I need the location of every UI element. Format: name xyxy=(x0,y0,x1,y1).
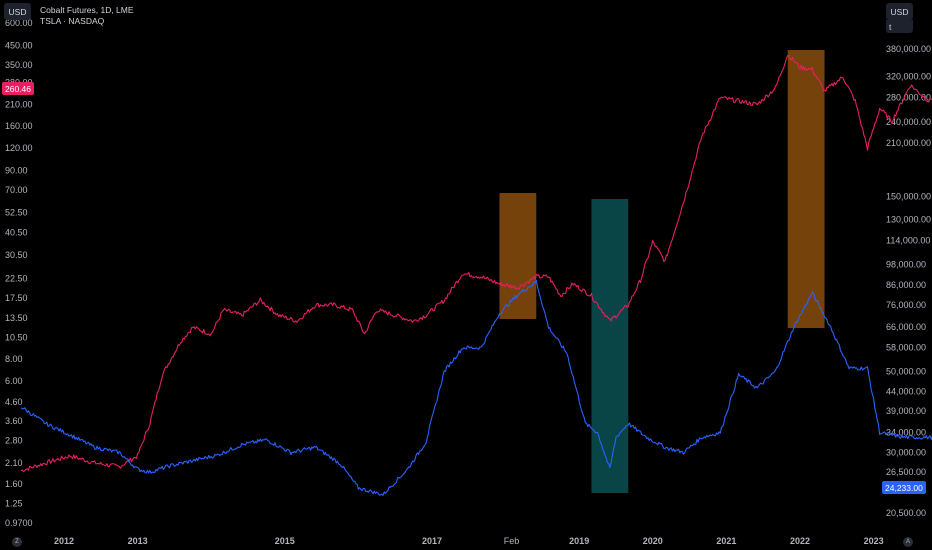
left-axis-tick: 1.60 xyxy=(5,479,23,489)
x-axis-tick: 2019 xyxy=(569,536,589,546)
right-axis-tick: 34,000.00 xyxy=(886,428,926,438)
right-axis-tick: 26,500.00 xyxy=(886,467,926,477)
right-axis-tick: 20,500.00 xyxy=(886,508,926,518)
right-axis-tick: 30,000.00 xyxy=(886,447,926,457)
right-axis-tick: 114,000.00 xyxy=(886,235,930,245)
right-currency-button[interactable]: USD xyxy=(886,3,913,20)
series-lines xyxy=(20,54,932,496)
legend-series-cobalt[interactable]: Cobalt Futures, 1D, LME xyxy=(40,5,134,15)
left-axis-tick: 22.50 xyxy=(5,273,28,283)
left-axis-tick: 8.00 xyxy=(5,354,23,364)
x-axis-tick: Feb xyxy=(504,536,520,546)
auto-scale-icon[interactable]: A xyxy=(903,537,913,547)
legend: Cobalt Futures, 1D, LME TSLA · NASDAQ xyxy=(40,5,134,27)
cobalt-last-price-tag: 24,233.00 xyxy=(882,481,926,494)
right-axis-tick: 44,000.00 xyxy=(886,387,926,397)
x-axis-tick: 2022 xyxy=(790,536,810,546)
left-currency-button[interactable]: USD xyxy=(4,3,31,20)
left-axis-tick: 160.00 xyxy=(5,121,33,131)
right-axis-tick: 130,000.00 xyxy=(886,214,931,224)
x-axis-tick: 2021 xyxy=(716,536,736,546)
highlight-zone-teal xyxy=(591,199,629,493)
left-axis-tick: 2.10 xyxy=(5,458,23,468)
left-axis-tick: 600.00 xyxy=(5,18,33,28)
highlight-zone-orange xyxy=(787,50,825,328)
x-axis-tick: 2023 xyxy=(864,536,884,546)
x-axis-tick: 2020 xyxy=(643,536,663,546)
highlight-zone-orange xyxy=(499,193,537,319)
zoom-reset-icon[interactable]: Z xyxy=(12,537,22,547)
right-axis-tick: 76,000.00 xyxy=(886,300,926,310)
right-axis-tick: 58,000.00 xyxy=(886,343,926,353)
series-line-tsla xyxy=(20,54,932,473)
legend-series-tsla[interactable]: TSLA · NASDAQ xyxy=(40,16,105,26)
x-axis-tick: 2015 xyxy=(275,536,295,546)
right-axis-tick: 86,000.00 xyxy=(886,280,926,290)
left-axis-tick: 210.00 xyxy=(5,100,33,110)
left-axis-tick: 350.00 xyxy=(5,60,33,70)
left-axis-tick: 4.60 xyxy=(5,397,23,407)
left-axis-tick: 13.50 xyxy=(5,313,28,323)
left-axis-tick: 0.9700 xyxy=(5,518,33,528)
left-axis-tick: 90.00 xyxy=(5,166,28,176)
left-axis-tick: 6.00 xyxy=(5,376,23,386)
left-axis-tick: 10.50 xyxy=(5,333,28,343)
right-axis-tick: 39,000.00 xyxy=(886,406,926,416)
time-axis: 2012201320152017Feb201920202021202220232… xyxy=(54,536,884,546)
highlight-zones xyxy=(499,50,825,493)
right-unit-label[interactable]: t xyxy=(886,20,913,33)
right-axis-tick: 66,000.00 xyxy=(886,322,926,332)
x-axis-tick: 2017 xyxy=(422,536,442,546)
left-axis-tick: 3.60 xyxy=(5,416,23,426)
left-axis-tick: 70.00 xyxy=(5,185,28,195)
right-axis-tick: 320,000.00 xyxy=(886,71,931,81)
right-axis-tick: 380,000.00 xyxy=(886,44,931,54)
x-axis-tick: 2012 xyxy=(54,536,74,546)
tsla-last-price-tag: 260.46 xyxy=(2,82,34,95)
right-axis-tick: 280,000.00 xyxy=(886,93,931,103)
left-axis-tick: 450.00 xyxy=(5,40,33,50)
right-axis-tick: 150,000.00 xyxy=(886,192,931,202)
x-axis-tick: 2013 xyxy=(128,536,148,546)
right-axis-tick: 50,000.00 xyxy=(886,366,926,376)
right-axis-tick: 240,000.00 xyxy=(886,117,931,127)
left-axis-tick: 52.50 xyxy=(5,208,28,218)
left-axis-tick: 120.00 xyxy=(5,143,33,153)
left-axis-tick: 17.50 xyxy=(5,293,28,303)
left-axis-tick: 40.50 xyxy=(5,228,28,238)
series-line-cobalt xyxy=(20,280,932,496)
right-axis-tick: 98,000.00 xyxy=(886,259,926,269)
right-price-axis: 380,000.00 320,000.00 280,000.00 240,000.00… xyxy=(886,44,931,518)
left-axis-tick: 30.50 xyxy=(5,250,28,260)
right-axis-tick: 210,000.00 xyxy=(886,138,931,148)
left-axis-tick: 1.25 xyxy=(5,498,23,508)
left-axis-tick: 2.80 xyxy=(5,436,23,446)
